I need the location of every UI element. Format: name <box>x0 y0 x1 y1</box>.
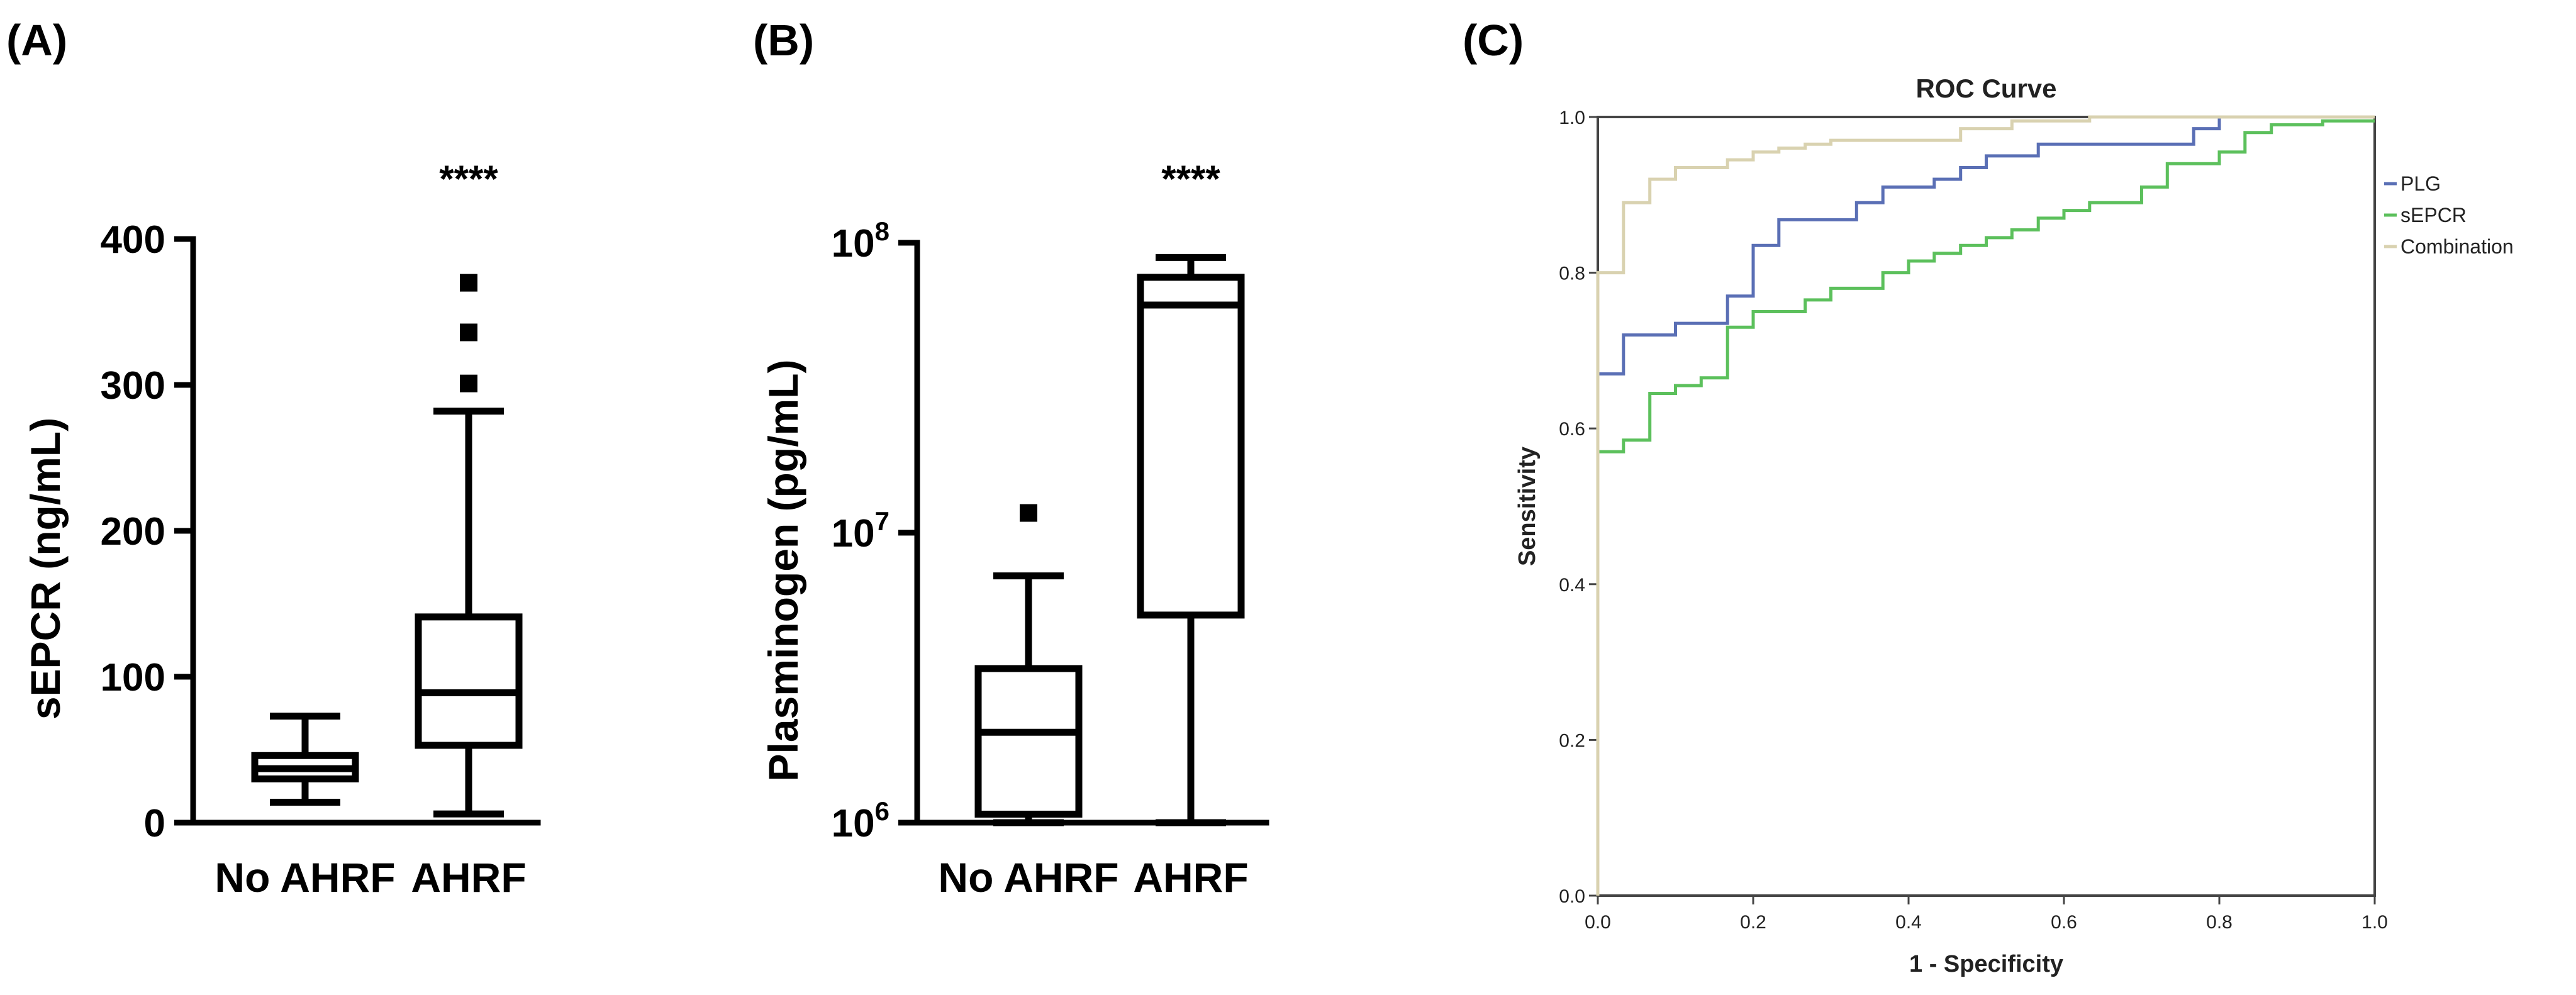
x-tick-label: 0.6 <box>2051 912 2077 933</box>
y-axis-label: Plasminogen (pg/mL) <box>760 359 806 781</box>
x-tick-label: 1.0 <box>2361 912 2388 933</box>
roc-series-sepcr <box>1596 119 2375 896</box>
x-axis-label: 1 - Specificity <box>1909 951 2063 977</box>
y-tick-label: 0 <box>144 802 165 845</box>
panel-b-letter: (B) <box>753 16 815 65</box>
x-category-label: AHRF <box>1133 854 1248 901</box>
outlier-point <box>460 274 477 292</box>
box-iqr <box>415 613 523 749</box>
x-tick-label: 0.8 <box>2206 912 2233 933</box>
y-tick-label: 0.6 <box>1559 419 1585 440</box>
roc-series-plg <box>1596 115 2375 896</box>
roc-series-combination <box>1596 115 2375 896</box>
box-iqr <box>974 665 1083 818</box>
outlier-point <box>460 323 477 342</box>
significance-marker: **** <box>439 158 498 200</box>
legend-label: PLG <box>2400 172 2441 195</box>
significance-marker: **** <box>1161 158 1220 200</box>
y-tick-label: 300 <box>101 364 165 408</box>
y-tick-label: 106 <box>832 796 889 845</box>
y-tick-label: 0.0 <box>1559 886 1585 907</box>
y-axis-label: sEPCR (ng/mL) <box>22 418 69 720</box>
x-category-label: AHRF <box>411 854 526 901</box>
box-iqr <box>1137 274 1245 619</box>
y-axis-label: Sensitivity <box>1514 447 1541 566</box>
x-category-label: No AHRF <box>215 854 395 901</box>
x-tick-label: 0.4 <box>1895 912 1922 933</box>
x-category-label: No AHRF <box>938 854 1118 901</box>
x-tick-label: 0.2 <box>1740 912 1766 933</box>
x-tick-label: 0.0 <box>1585 912 1611 933</box>
outlier-point <box>1020 504 1037 522</box>
panel-c-letter: (C) <box>1463 16 1524 65</box>
y-tick-label: 200 <box>101 510 165 553</box>
chart-title: ROC Curve <box>1915 74 2056 103</box>
y-tick-label: 0.4 <box>1559 575 1585 596</box>
outlier-point <box>460 374 477 392</box>
legend-label: sEPCR <box>2400 204 2467 226</box>
y-tick-label: 400 <box>101 218 165 262</box>
panel-a-letter: (A) <box>6 16 68 65</box>
y-tick-label: 0.8 <box>1559 264 1585 284</box>
y-tick-label: 108 <box>832 216 889 265</box>
y-tick-label: 100 <box>101 656 165 699</box>
y-tick-label: 1.0 <box>1559 108 1585 128</box>
plot-frame <box>1597 116 2376 897</box>
legend-label: Combination <box>2400 235 2514 258</box>
y-tick-label: 107 <box>832 506 889 555</box>
y-tick-label: 0.2 <box>1559 730 1585 751</box>
